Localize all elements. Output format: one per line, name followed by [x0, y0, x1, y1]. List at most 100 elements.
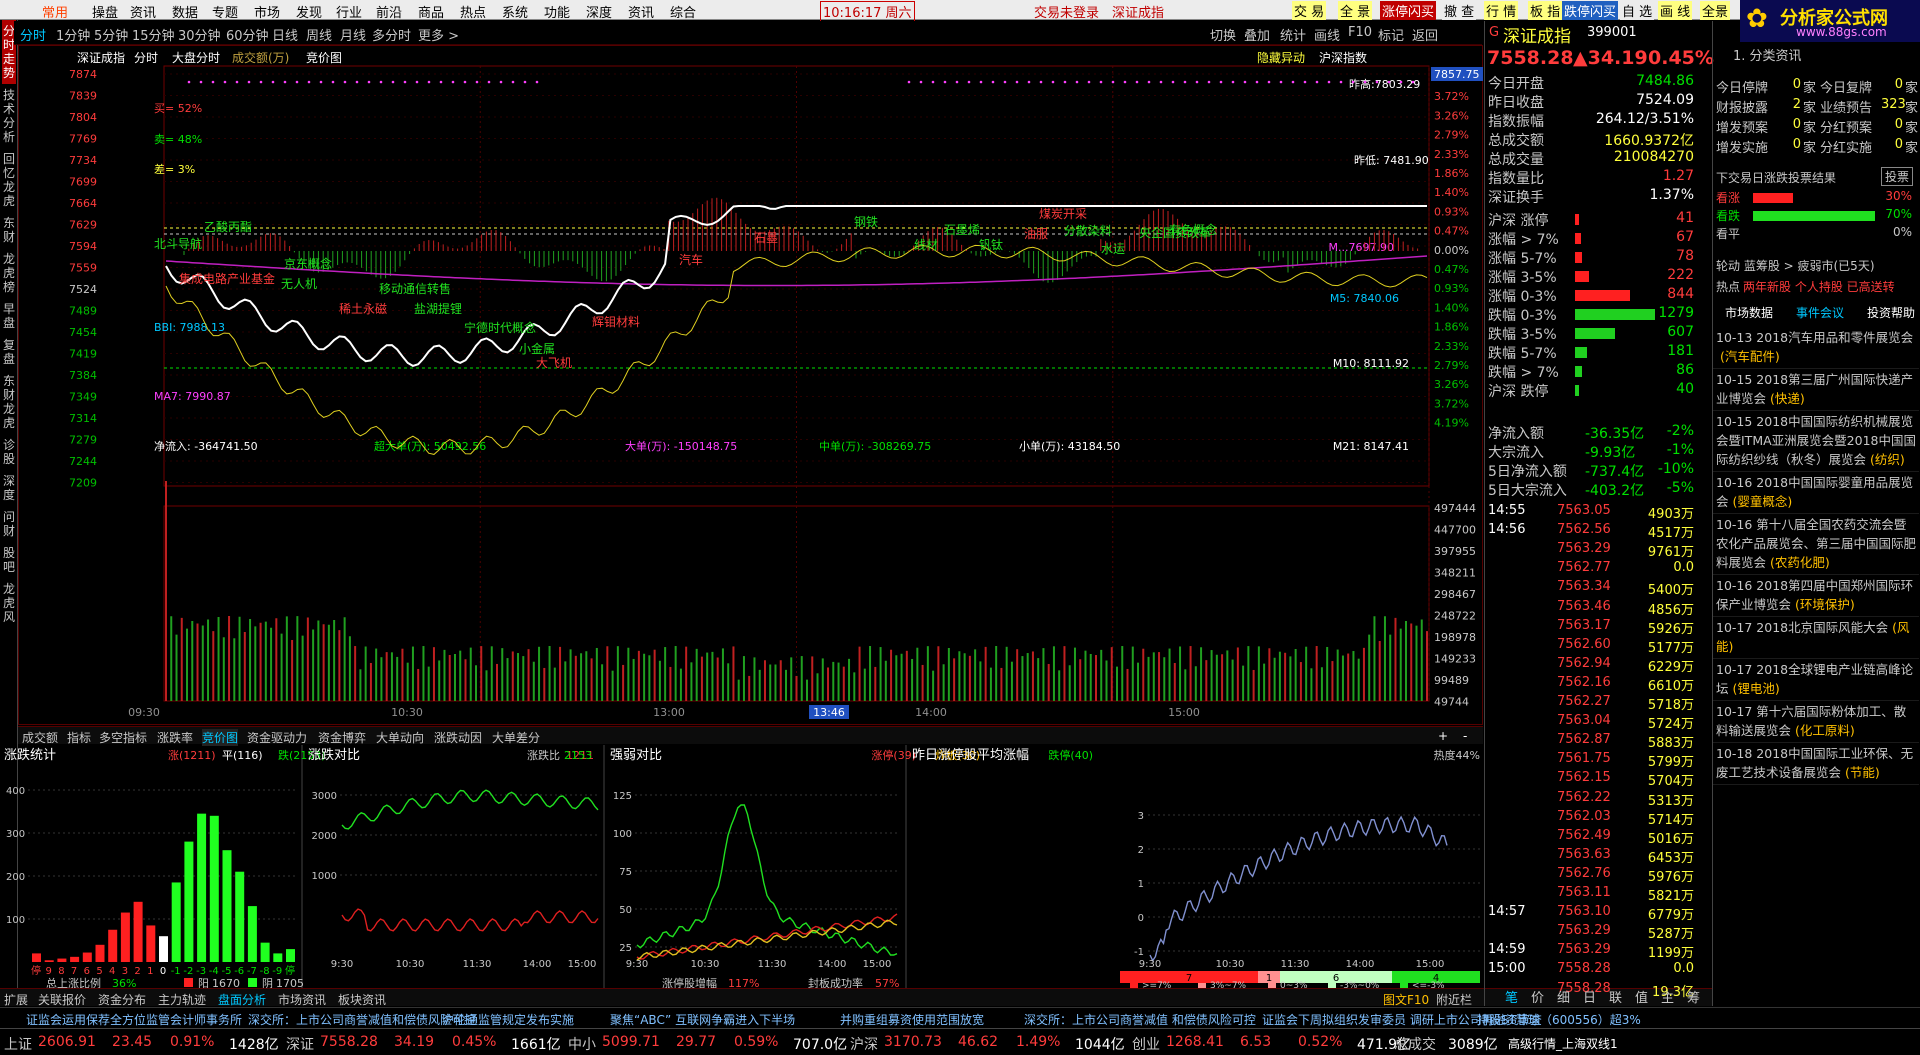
detail-tab-2[interactable]: 细	[1557, 991, 1571, 1006]
indicator-tab-8[interactable]: 涨跌动因	[434, 731, 483, 745]
period-4[interactable]: 30分钟	[178, 29, 221, 44]
leftnav-item-7[interactable]: 东财龙虎	[2, 374, 15, 430]
leftnav-item-1[interactable]: 技术分析	[2, 88, 15, 144]
info-tab-2[interactable]: 投资帮助	[1867, 306, 1916, 320]
chart-tool-3[interactable]: 画线	[1314, 29, 1341, 44]
chart-tab-0[interactable]: 分时	[134, 51, 159, 65]
top-button-7[interactable]: 自 选	[1620, 1, 1655, 20]
chart-tab-1[interactable]: 大盘分时	[172, 51, 221, 65]
leftnav-item-8[interactable]: 诊股	[2, 438, 15, 466]
leftnav-item-2[interactable]: 回忆龙虎	[2, 152, 15, 208]
zoom-in-button[interactable]: +	[1438, 729, 1449, 743]
info-tab-6[interactable]: 板块资讯	[338, 993, 387, 1007]
period-1[interactable]: 1分钟	[56, 29, 91, 44]
chart-tab-2[interactable]: 成交额(万)	[232, 51, 290, 65]
indicator-tab-7[interactable]: 大单动向	[376, 731, 425, 745]
chart-tool-6[interactable]: 返回	[1412, 29, 1439, 44]
leftnav-item-11[interactable]: 股吧	[2, 546, 15, 574]
top-button-6[interactable]: 跌停闪买	[1562, 1, 1619, 20]
index-select[interactable]: 沪深指数	[1319, 51, 1368, 65]
menu-item-12[interactable]: 功能	[544, 6, 571, 21]
ticker-item[interactable]: 并购重组募资使用范围放宽	[840, 1013, 985, 1027]
top-button-2[interactable]: 涨停闪买	[1380, 1, 1437, 20]
menu-item-4[interactable]: 专题	[212, 6, 239, 21]
zoom-out-button[interactable]: -	[1463, 729, 1468, 743]
f10-link[interactable]: 图文F10	[1383, 993, 1430, 1007]
leftnav-item-4[interactable]: 龙虎榜	[2, 252, 15, 294]
top-button-4[interactable]: 行 情	[1484, 1, 1519, 20]
vote-button[interactable]: 投票	[1881, 167, 1914, 186]
chart-tool-2[interactable]: 统计	[1280, 29, 1307, 44]
indicator-tab-3[interactable]: 涨跌率	[157, 731, 194, 745]
ticker-item[interactable]: 沪伦通监管规定发布实施	[442, 1013, 575, 1027]
indicator-tab-1[interactable]: 指标	[67, 731, 92, 745]
info-tab-5[interactable]: 市场资讯	[278, 993, 327, 1007]
period-0[interactable]: 分时	[20, 29, 47, 44]
menu-item-11[interactable]: 系统	[502, 6, 529, 21]
indicator-tab-2[interactable]: 多空指标	[99, 731, 148, 745]
login-status[interactable]: 交易未登录	[1034, 6, 1100, 21]
news-item[interactable]: 10-16 2018中国国际婴童用品展览会 (婴童概念)	[1713, 472, 1919, 514]
menu-item-6[interactable]: 发现	[296, 6, 323, 21]
top-button-5[interactable]: 板 指	[1528, 1, 1563, 20]
period-9[interactable]: 多分时	[372, 29, 412, 44]
menu-item-10[interactable]: 热点	[460, 6, 487, 21]
news-item[interactable]: 10-15 2018中国国际纺织机械展览会暨ITMA亚洲展览会暨2018中国国际…	[1713, 411, 1919, 472]
ticker-item[interactable]: 聚焦“ABC” 互联网争霸进入下半场	[610, 1013, 796, 1027]
news-item[interactable]: 10-18 2018中国国际工业环保、无废工艺技术设备展览会 (节能)	[1713, 743, 1919, 785]
top-button-3[interactable]: 撤 查	[1442, 1, 1477, 20]
top-button-9[interactable]: 全景	[1700, 1, 1731, 20]
news-item[interactable]: 10-17 2018全球锂电产业链高峰论坛 (锂电池)	[1713, 659, 1919, 701]
top-button-1[interactable]: 全 景	[1338, 1, 1373, 20]
ticker-item[interactable]: 深交所：上市公司商誉减值和偿债风险可控	[248, 1013, 477, 1027]
leftnav-item-12[interactable]: 龙虎风	[2, 582, 15, 624]
indicator-tab-5[interactable]: 资金驱动力	[247, 731, 308, 745]
leftnav-item-9[interactable]: 深度	[2, 474, 15, 502]
info-tab-3[interactable]: 主力轨迹	[158, 993, 207, 1007]
info-tab-1[interactable]: 关联报价	[38, 993, 87, 1007]
leftnav-item-0[interactable]: 分时走势	[2, 20, 16, 84]
menu-item-14[interactable]: 资讯	[628, 6, 655, 21]
top-button-0[interactable]: 交 易	[1292, 1, 1327, 20]
chart-tool-4[interactable]: F10	[1348, 25, 1373, 40]
period-10[interactable]: 更多 >	[418, 29, 460, 44]
news-item[interactable]: 10-16 2018第四届中国郑州国际环保产业博览会 (环境保护)	[1713, 575, 1919, 617]
chart-tool-1[interactable]: 叠加	[1244, 29, 1271, 44]
chart-tab-3[interactable]: 竞价图	[306, 51, 343, 65]
menu-item-13[interactable]: 深度	[586, 6, 613, 21]
detail-tab-7[interactable]: 筹	[1687, 991, 1701, 1006]
info-tab-0[interactable]: 市场数据	[1725, 306, 1774, 320]
news-item[interactable]: 10-17 第十六届国际粉体加工、散料输送展览会 (化工原料)	[1713, 701, 1919, 743]
info-tab-0[interactable]: 扩展	[4, 993, 29, 1007]
ticker-item[interactable]: 证监会运用保荐全方位监管会计师事务所	[26, 1013, 243, 1027]
detail-tab-0[interactable]: 笔	[1505, 991, 1519, 1006]
info-tab-4[interactable]: 盘面分析	[218, 993, 267, 1007]
period-5[interactable]: 60分钟	[226, 29, 269, 44]
top-button-8[interactable]: 画 线	[1658, 1, 1693, 20]
nearby-link[interactable]: 附近栏	[1436, 993, 1473, 1007]
detail-tab-4[interactable]: 联	[1609, 991, 1623, 1006]
period-6[interactable]: 日线	[272, 29, 299, 44]
indicator-tab-4[interactable]: 竞价图	[202, 729, 239, 746]
indicator-tab-9[interactable]: 大单差分	[492, 731, 541, 745]
menu-item-8[interactable]: 前沿	[376, 6, 403, 21]
menu-item-2[interactable]: 资讯	[130, 6, 157, 21]
news-item[interactable]: 10-15 2018第三届广州国际快递产业博览会 (快递)	[1713, 369, 1919, 411]
leftnav-item-3[interactable]: 东财	[2, 216, 15, 244]
detail-tab-6[interactable]: 主	[1661, 991, 1675, 1006]
info-tab-2[interactable]: 资金分布	[98, 993, 147, 1007]
menu-item-0[interactable]: 常用	[42, 6, 69, 21]
detail-tab-5[interactable]: 值	[1635, 991, 1649, 1006]
leftnav-item-6[interactable]: 复盘	[2, 338, 15, 366]
menu-item-15[interactable]: 综合	[670, 6, 697, 21]
menu-item-1[interactable]: 操盘	[92, 6, 119, 21]
indicator-tab-0[interactable]: 成交额	[22, 731, 59, 745]
menu-item-3[interactable]: 数据	[172, 6, 199, 21]
leftnav-item-10[interactable]: 问财	[2, 510, 15, 538]
indicator-tab-6[interactable]: 资金博弈	[318, 731, 367, 745]
period-7[interactable]: 周线	[306, 29, 333, 44]
news-item[interactable]: 10-17 2018北京国际风能大会 (风能)	[1713, 617, 1919, 659]
period-2[interactable]: 5分钟	[94, 29, 129, 44]
hot-topics[interactable]: 两年新股 个人持股 已高送转	[1743, 280, 1895, 294]
period-3[interactable]: 15分钟	[132, 29, 175, 44]
